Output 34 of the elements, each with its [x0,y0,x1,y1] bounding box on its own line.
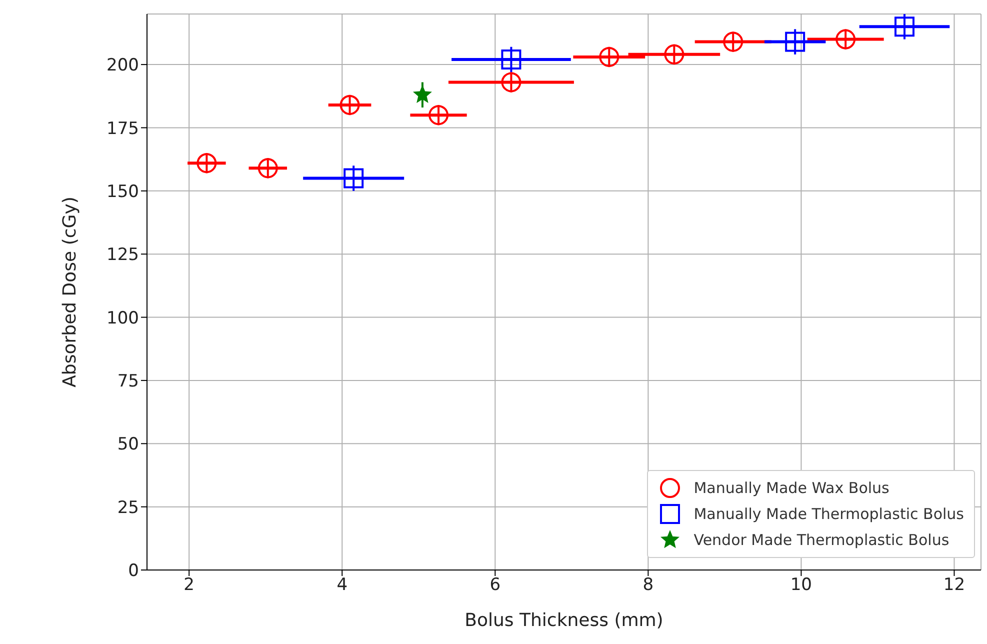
y-tick-label: 125 [106,245,139,266]
y-tick-label: 50 [117,434,139,455]
x-axis-title: Bolus Thickness (mm) [464,610,664,631]
legend-label: Vendor Made Thermoplastic Bolus [694,530,950,551]
point [836,29,856,50]
point [599,46,620,67]
point [428,105,449,126]
x-tick-label: 12 [943,575,966,596]
point [664,44,684,64]
point [412,84,432,103]
y-tick-label: 25 [117,498,139,518]
x-tick-label: 10 [790,575,812,596]
point [344,168,364,188]
point [894,16,914,37]
x-tick-label: 4 [336,575,348,596]
x-tick-label: 2 [184,575,194,596]
legend-label: Manually Made Wax Bolus [694,478,890,499]
point [785,32,806,52]
y-axis-title: Absorbed Dose (cGy) [59,196,80,388]
point [196,153,217,174]
y-tick-label: 0 [128,561,139,582]
point [501,72,522,92]
y-tick-label: 75 [117,371,139,392]
x-tick-label: 6 [490,575,501,596]
point [723,32,744,52]
y-tick-label: 150 [106,182,139,202]
x-tick-label: 8 [642,575,654,596]
legend-label: Manually Made Thermoplastic Bolus [694,504,964,525]
point [501,49,522,70]
y-tick-label: 175 [106,118,139,139]
y-tick-label: 200 [106,56,139,76]
point [258,158,278,178]
y-tick-label: 100 [106,308,139,328]
point [340,94,360,115]
